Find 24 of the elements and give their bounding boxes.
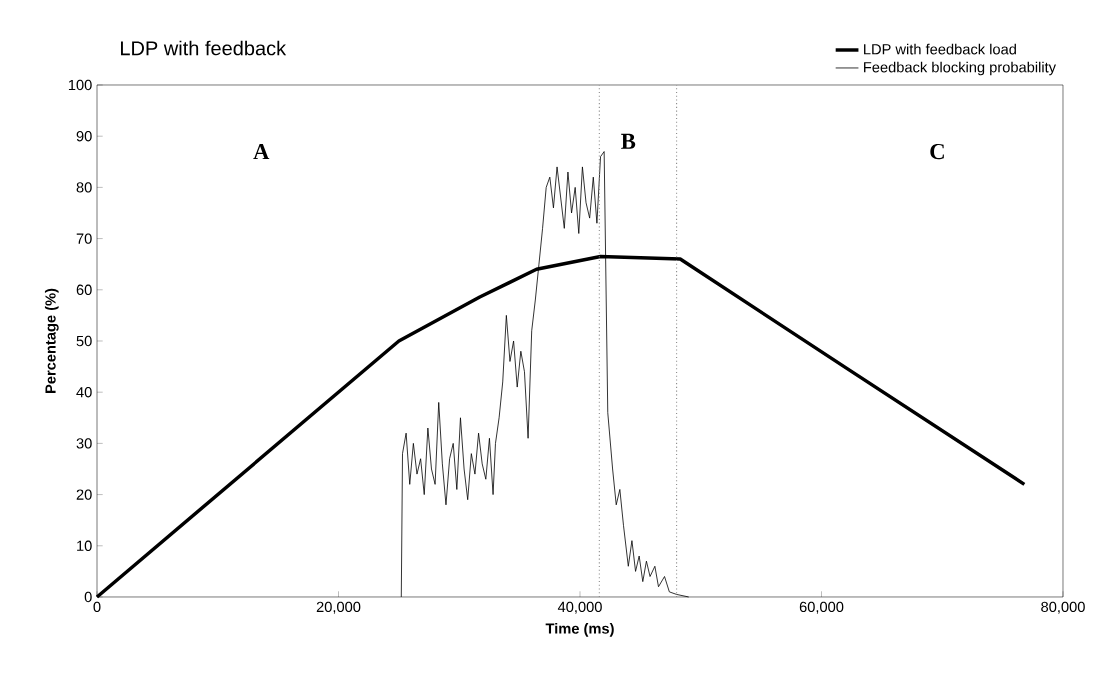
y-tick-label: 90 (76, 131, 92, 142)
y-tick-label: 50 (76, 335, 92, 347)
x-tick-label: 40,000 (557, 601, 602, 614)
annotation: B (621, 133, 636, 149)
annotation: C (930, 143, 944, 160)
chart-title: LDP with feedback (121, 40, 287, 56)
y-tick-label: 70 (76, 233, 92, 244)
y-tick-label: 0 (84, 591, 92, 603)
annotation: A (253, 144, 270, 160)
x-tick-label: 60,000 (799, 601, 844, 614)
x-tick-label: 0 (93, 601, 101, 613)
legend-label: LDP with feedback load (864, 43, 1016, 55)
y-tick-label: 60 (76, 284, 92, 295)
x-tick-label: 80,000 (1041, 601, 1085, 614)
x-tick-label: 20,000 (316, 601, 361, 614)
y-tick-label: 100 (68, 79, 92, 91)
y-axis-title: Percentage (%) (44, 288, 59, 393)
y-tick-label: 40 (76, 387, 92, 398)
y-tick-label: 30 (76, 438, 92, 449)
y-tick-label: 20 (76, 489, 92, 500)
x-axis-title: Time (ms) (545, 622, 614, 637)
legend-label: Feedback blocking probability (864, 61, 1056, 76)
y-tick-label: 80 (76, 182, 92, 193)
y-tick-label: 10 (77, 540, 92, 551)
